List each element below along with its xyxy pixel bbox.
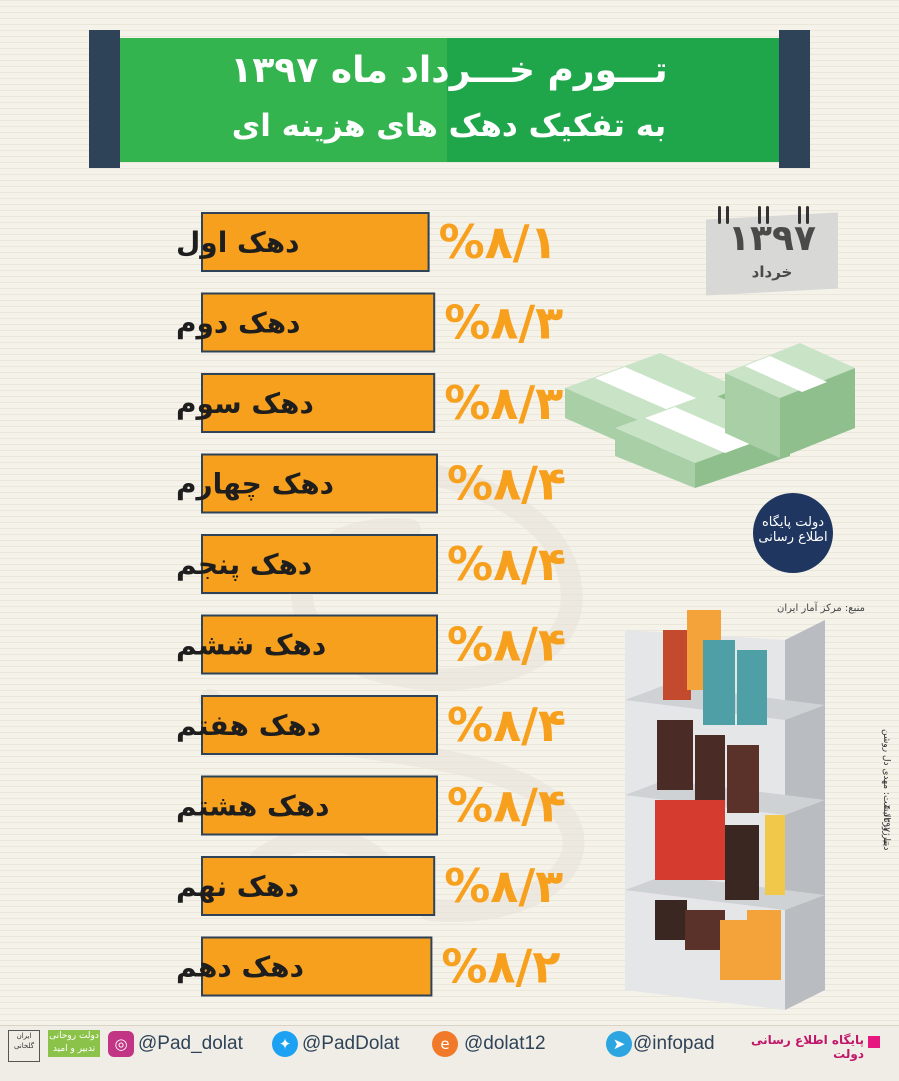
category-label: دهک چهارم <box>176 468 334 501</box>
calendar-ring <box>806 206 809 224</box>
designer-credit: دیتا ژورنالیست: مهدی دل روشن <box>881 728 891 850</box>
category-label: دهک هفتم <box>176 709 321 742</box>
bar <box>201 856 436 916</box>
banner-post-right <box>779 30 810 168</box>
footer-instagram-link[interactable]: @Pad_dolat <box>138 1033 243 1054</box>
calendar-ring <box>758 206 761 224</box>
footer-twitter-link[interactable]: @PadDolat <box>302 1033 400 1054</box>
category-label: دهک سوم <box>176 387 314 420</box>
publish-date: ۴ تیر ۱۳۹۷ <box>881 805 891 846</box>
bar <box>201 534 438 594</box>
calendar-ring <box>798 206 801 224</box>
bar <box>201 292 436 353</box>
category-label: دهک دوم <box>176 307 301 340</box>
banner-light-half <box>117 38 447 162</box>
banner-post-left <box>89 30 120 168</box>
calendar-illustration: ۱۳۹۷ خرداد <box>706 200 838 296</box>
value-label: %۸/۴ <box>447 537 566 591</box>
portal-square-icon <box>868 1036 880 1048</box>
twitter-icon: ✦ <box>272 1031 298 1057</box>
value-label: %۸/۱ <box>439 215 558 269</box>
emblem-icon: ایران گلخانی <box>8 1030 40 1062</box>
value-label: %۸/۴ <box>447 457 566 511</box>
chart-subtitle: به تفکیک دهک های هزینه ای <box>231 108 667 144</box>
eitaa-icon: e <box>432 1031 458 1057</box>
bar <box>201 373 436 433</box>
category-label: دهک دهم <box>176 951 304 984</box>
footer-portal-name: پایگاه اطلاع رسانی دولت <box>750 1033 864 1061</box>
value-label: %۸/۴ <box>447 779 566 833</box>
bar <box>201 775 438 836</box>
category-label: دهک نهم <box>176 870 299 903</box>
footer-eitaa-link[interactable]: @dolat12 <box>464 1033 546 1054</box>
calendar-year: ۱۳۹۷ <box>728 218 816 259</box>
bar <box>201 212 430 272</box>
title-banner <box>117 38 781 162</box>
bar <box>201 695 438 755</box>
chart-title: تـــورم خـــرداد ماه ۱۳۹۷ <box>230 50 668 91</box>
calendar-ring <box>766 206 769 224</box>
instagram-icon: ◎ <box>108 1031 134 1057</box>
telegram-icon: ➤ <box>606 1031 632 1057</box>
gov-badge: دولت روحانی تدبیر و امید <box>48 1030 100 1057</box>
value-label: %۸/۴ <box>447 618 566 672</box>
money-stacks-illustration <box>565 343 855 488</box>
value-label: %۸/۳ <box>444 296 563 350</box>
source-credit: منبع: مرکز آمار ایران <box>777 603 865 614</box>
bar <box>201 936 433 997</box>
category-label: دهک اول <box>176 226 300 259</box>
logo-text: دولت پایگاه اطلاع رسانی <box>758 515 828 545</box>
calendar-month: خرداد <box>751 263 793 281</box>
grocery-shelf-illustration <box>625 610 825 1010</box>
category-label: دهک هشتم <box>176 790 330 823</box>
category-label: دهک پنجم <box>176 548 312 581</box>
calendar-ring <box>718 206 721 224</box>
footer-telegram-link[interactable]: @infopad <box>633 1033 715 1054</box>
calendar-ring <box>726 206 729 224</box>
value-label: %۸/۲ <box>441 940 560 994</box>
bar <box>201 614 438 675</box>
value-label: %۸/۳ <box>444 859 563 913</box>
bar <box>201 453 438 514</box>
value-label: %۸/۴ <box>447 698 566 752</box>
category-label: دهک ششم <box>176 629 326 662</box>
value-label: %۸/۳ <box>444 376 563 430</box>
dolat-portal-logo: دولت پایگاه اطلاع رسانی <box>753 493 833 573</box>
